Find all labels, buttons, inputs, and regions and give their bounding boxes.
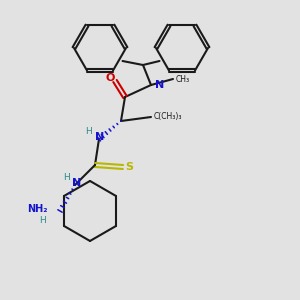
Text: N: N bbox=[72, 178, 82, 188]
Text: N: N bbox=[155, 80, 164, 90]
Text: S: S bbox=[125, 162, 133, 172]
Text: H: H bbox=[64, 172, 70, 182]
Text: CH₃: CH₃ bbox=[176, 74, 190, 83]
Text: NH₂: NH₂ bbox=[28, 204, 48, 214]
Text: H: H bbox=[85, 127, 92, 136]
Text: H: H bbox=[39, 217, 45, 226]
Text: C(CH₃)₃: C(CH₃)₃ bbox=[154, 112, 182, 122]
Text: O: O bbox=[105, 73, 115, 83]
Text: N: N bbox=[95, 132, 105, 142]
